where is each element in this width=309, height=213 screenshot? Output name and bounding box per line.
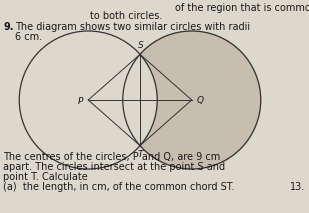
Text: (a)  the length, in cm, of the common chord ST.: (a) the length, in cm, of the common cho… — [3, 182, 235, 192]
Text: The diagram shows two similar circles with radii: The diagram shows two similar circles wi… — [15, 22, 250, 32]
Text: The centres of the circles, P and Q, are 9 cm: The centres of the circles, P and Q, are… — [3, 152, 220, 162]
Text: of the region that is common: of the region that is common — [175, 3, 309, 13]
Text: 6 cm.: 6 cm. — [15, 32, 42, 42]
Text: S: S — [138, 41, 144, 50]
Polygon shape — [140, 31, 261, 169]
Text: point T. Calculate: point T. Calculate — [3, 172, 88, 182]
Text: P: P — [78, 96, 83, 105]
Text: 13.: 13. — [290, 182, 305, 192]
Text: 9.: 9. — [3, 22, 14, 32]
Text: T: T — [137, 150, 143, 159]
Text: Q: Q — [197, 96, 204, 105]
Text: to both circles.: to both circles. — [90, 11, 162, 21]
Text: apart. The circles intersect at the point S and: apart. The circles intersect at the poin… — [3, 162, 225, 172]
